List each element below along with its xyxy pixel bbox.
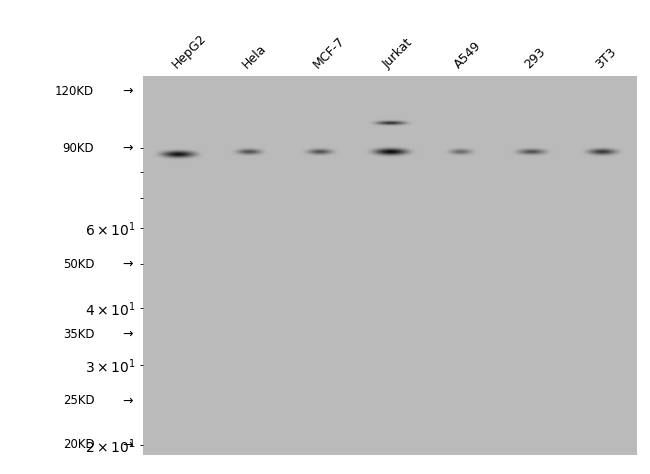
Text: Jurkat: Jurkat [381,36,415,71]
Text: 90KD: 90KD [62,142,94,155]
Text: →: → [123,142,133,155]
Text: HepG2: HepG2 [169,32,209,71]
Text: →: → [123,394,133,408]
Text: A549: A549 [451,39,484,71]
Text: 120KD: 120KD [55,85,94,98]
Text: 25KD: 25KD [62,394,94,408]
Text: →: → [123,438,133,451]
Text: →: → [123,258,133,271]
Text: →: → [123,85,133,98]
Text: MCF-7: MCF-7 [310,34,347,71]
Text: 3T3: 3T3 [593,46,618,71]
Text: 20KD: 20KD [62,438,94,451]
Text: Hela: Hela [240,42,269,71]
Text: →: → [123,328,133,341]
Text: 35KD: 35KD [63,328,94,341]
Text: 293: 293 [522,45,548,71]
Text: 50KD: 50KD [63,258,94,271]
